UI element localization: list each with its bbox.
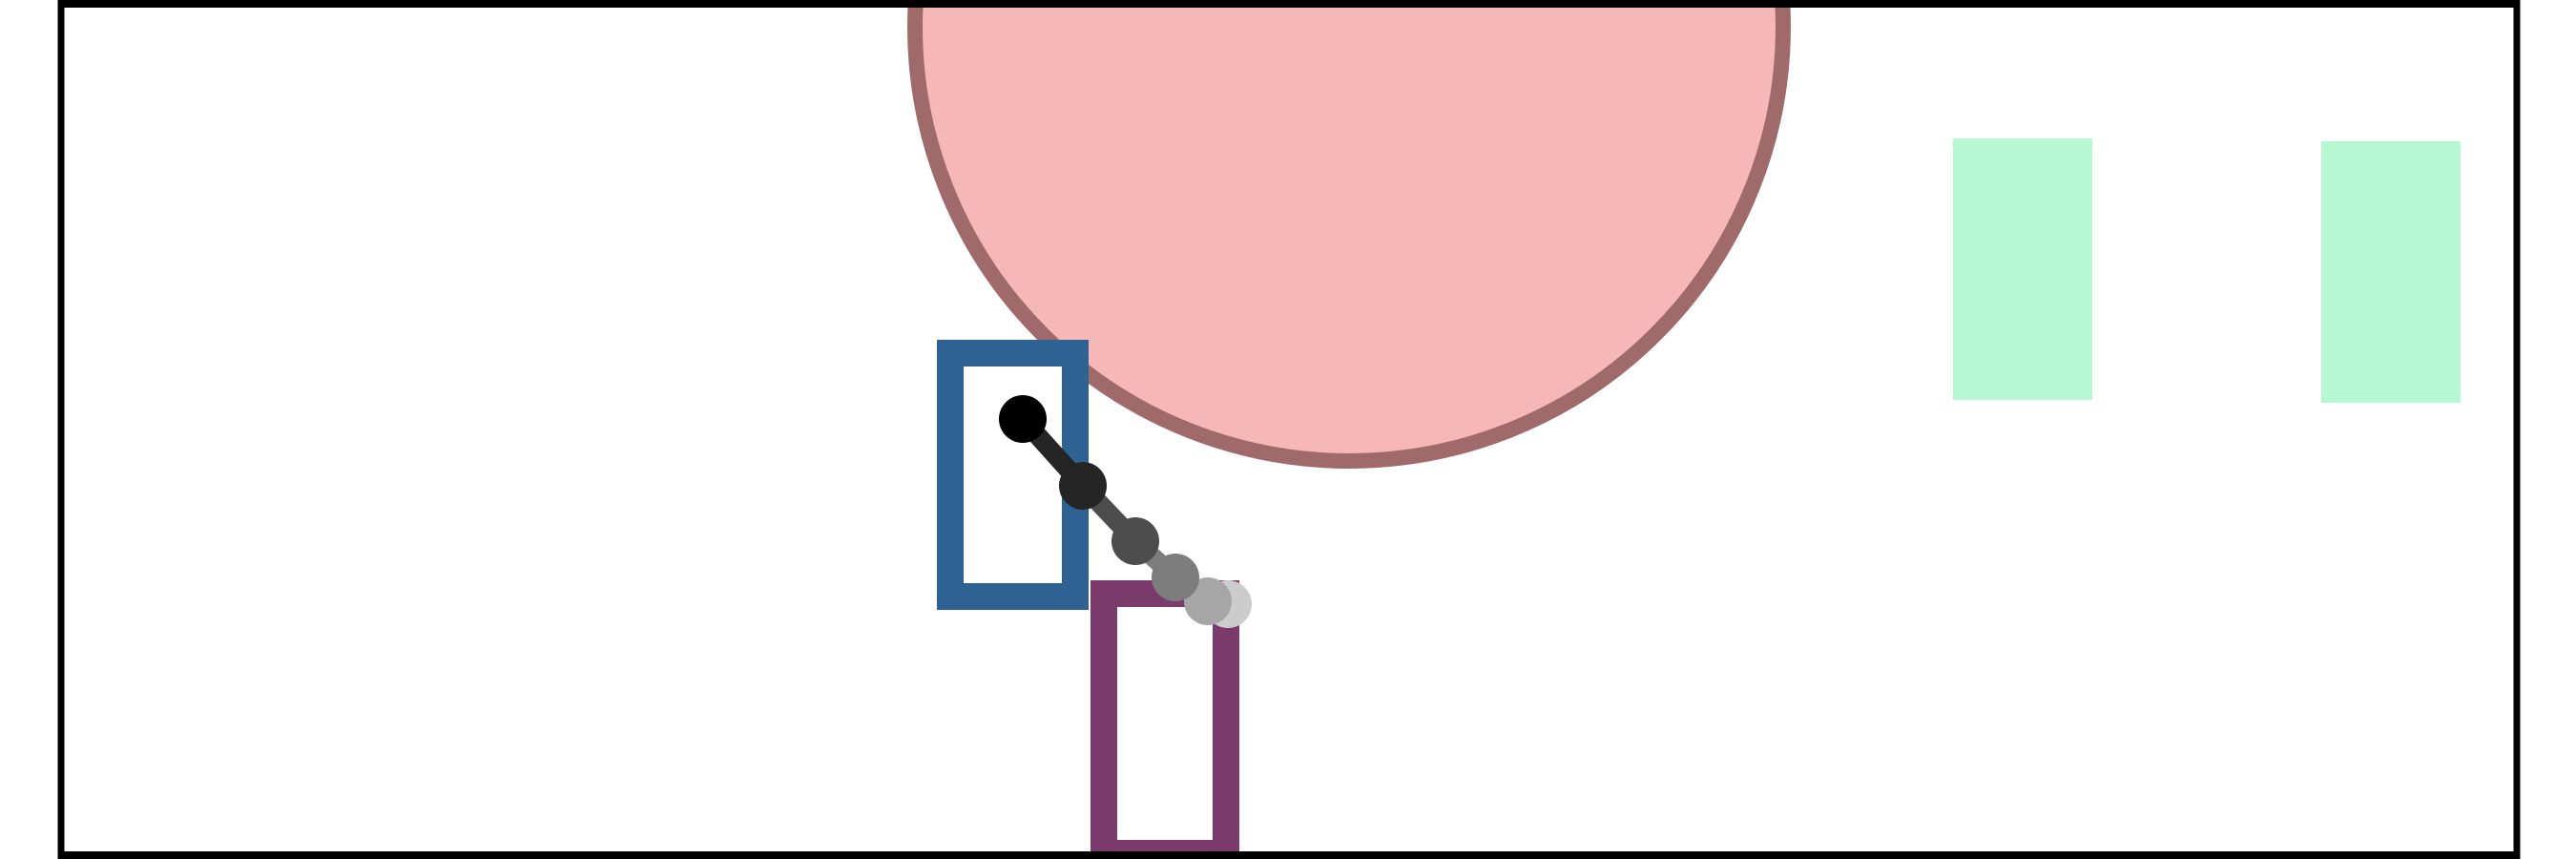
trail-balls [999,395,1252,628]
trail-ball-icon [1059,462,1107,510]
trail-ball-icon [1152,554,1199,601]
trail-ball-icon [1111,517,1159,565]
trail-ball-icon [999,395,1047,443]
green-box-icon [1953,138,2092,400]
trajectory-trail-icon [999,395,1252,628]
green-box-icon [2321,141,2461,403]
circle-obstacle-icon [907,0,1791,469]
